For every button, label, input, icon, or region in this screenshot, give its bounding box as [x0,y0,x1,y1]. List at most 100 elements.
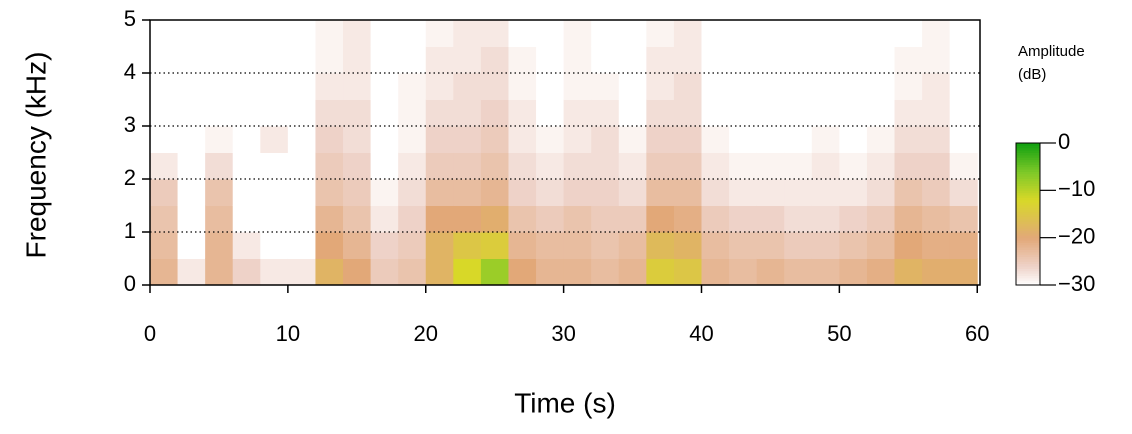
heatmap-cell [866,179,896,206]
heatmap-cell [756,152,785,180]
heatmap-cell [260,126,289,153]
colorbar-segment [1016,282,1040,286]
heatmap-cell [894,73,923,100]
heatmap-cell [287,205,316,233]
heatmap-cell [536,232,565,259]
heatmap-cell [894,205,923,233]
colorbar-tick-label: −30 [1058,271,1095,296]
heatmap-cell [839,20,868,47]
heatmap-cell [425,205,454,233]
heatmap-cell [370,258,399,286]
heatmap-cell [260,99,289,127]
heatmap-cell [315,126,344,153]
heatmap-cell [729,232,758,259]
x-tick-label: 10 [276,321,300,346]
colorbar-segment [1016,254,1040,258]
heatmap-cell [563,126,592,153]
heatmap-cell [508,179,537,206]
heatmap-cell [205,20,234,47]
heatmap-cell [673,20,702,47]
heatmap-cell [591,46,620,74]
heatmap-cell [922,179,951,206]
heatmap-cell [673,126,702,153]
heatmap-cell [673,46,702,74]
heatmap-cell [370,152,399,180]
heatmap-cell [673,152,702,180]
heatmap-cell [563,179,592,206]
heatmap-cell [839,205,868,233]
heatmap-cell [536,20,565,47]
colorbar-segment [1016,249,1040,253]
heatmap-cell [177,46,206,74]
colorbar-segment [1016,171,1040,175]
heatmap-cell [894,46,923,74]
heatmap-cell [839,258,868,286]
colorbar-segment [1016,187,1040,191]
heatmap-cell [177,99,206,127]
heatmap-cell [370,205,399,233]
y-axis-title: Frequency (kHz) [20,52,51,259]
heatmap-cell [922,205,951,233]
heatmap-cell [287,232,316,259]
heatmap-cell [591,258,620,286]
colorbar-segment [1016,280,1040,284]
heatmap-cell [811,205,840,233]
heatmap-cell [591,232,620,259]
heatmap-cell [508,232,537,259]
heatmap-cell [480,126,509,153]
heatmap-cell [287,152,316,180]
colorbar-segment [1016,183,1040,187]
heatmap-cell [343,46,372,74]
colorbar-segment [1016,164,1040,168]
heatmap-cell [398,99,427,127]
y-tick-label: 0 [124,271,136,296]
colorbar-segment [1016,263,1040,267]
heatmap-cell [260,205,289,233]
heatmap-cell [811,73,840,100]
heatmap-cell [425,232,454,259]
heatmap-cell [232,20,261,47]
heatmap-cell [673,99,702,127]
heatmap-cell [784,205,813,233]
colorbar-segment [1016,190,1040,194]
colorbar-segment [1016,242,1040,246]
heatmap-cell [508,73,537,100]
heatmap-cell [150,46,179,74]
heatmap-cell [480,205,509,233]
heatmap-cell [453,152,482,180]
colorbar-segment [1016,277,1040,281]
heatmap-cell [370,20,399,47]
heatmap-cell [673,205,702,233]
x-tick-label: 50 [827,321,851,346]
colorbar-segment [1016,240,1040,243]
heatmap-cell [536,46,565,74]
colorbar-segment [1016,270,1040,274]
heatmap-cell [536,73,565,100]
heatmap-cell [480,46,509,74]
heatmap-cell [398,232,427,259]
heatmap-cell [287,20,316,47]
heatmap-cell [866,258,896,286]
colorbar-segment [1016,180,1040,184]
heatmap-cell [398,46,427,74]
colorbar-segment [1016,235,1040,239]
colorbar-segment [1016,209,1040,213]
colorbar-segment [1016,214,1040,217]
heatmap-cell [646,46,675,74]
heatmap-cell [398,179,427,206]
heatmap-cell [618,46,647,74]
colorbar-segment [1016,152,1040,156]
colorbar-segment [1016,221,1040,224]
heatmap-cell [150,126,179,153]
heatmap-cell [811,20,840,47]
x-tick-label: 20 [414,321,438,346]
heatmap-cell [729,73,758,100]
heatmap-cell [784,152,813,180]
heatmap-cell [287,179,316,206]
heatmap-cell [536,126,565,153]
heatmap-cell [701,258,730,286]
heatmap-cell [756,126,785,153]
colorbar-title: Amplitude [1018,43,1085,60]
heatmap-cell [563,258,592,286]
